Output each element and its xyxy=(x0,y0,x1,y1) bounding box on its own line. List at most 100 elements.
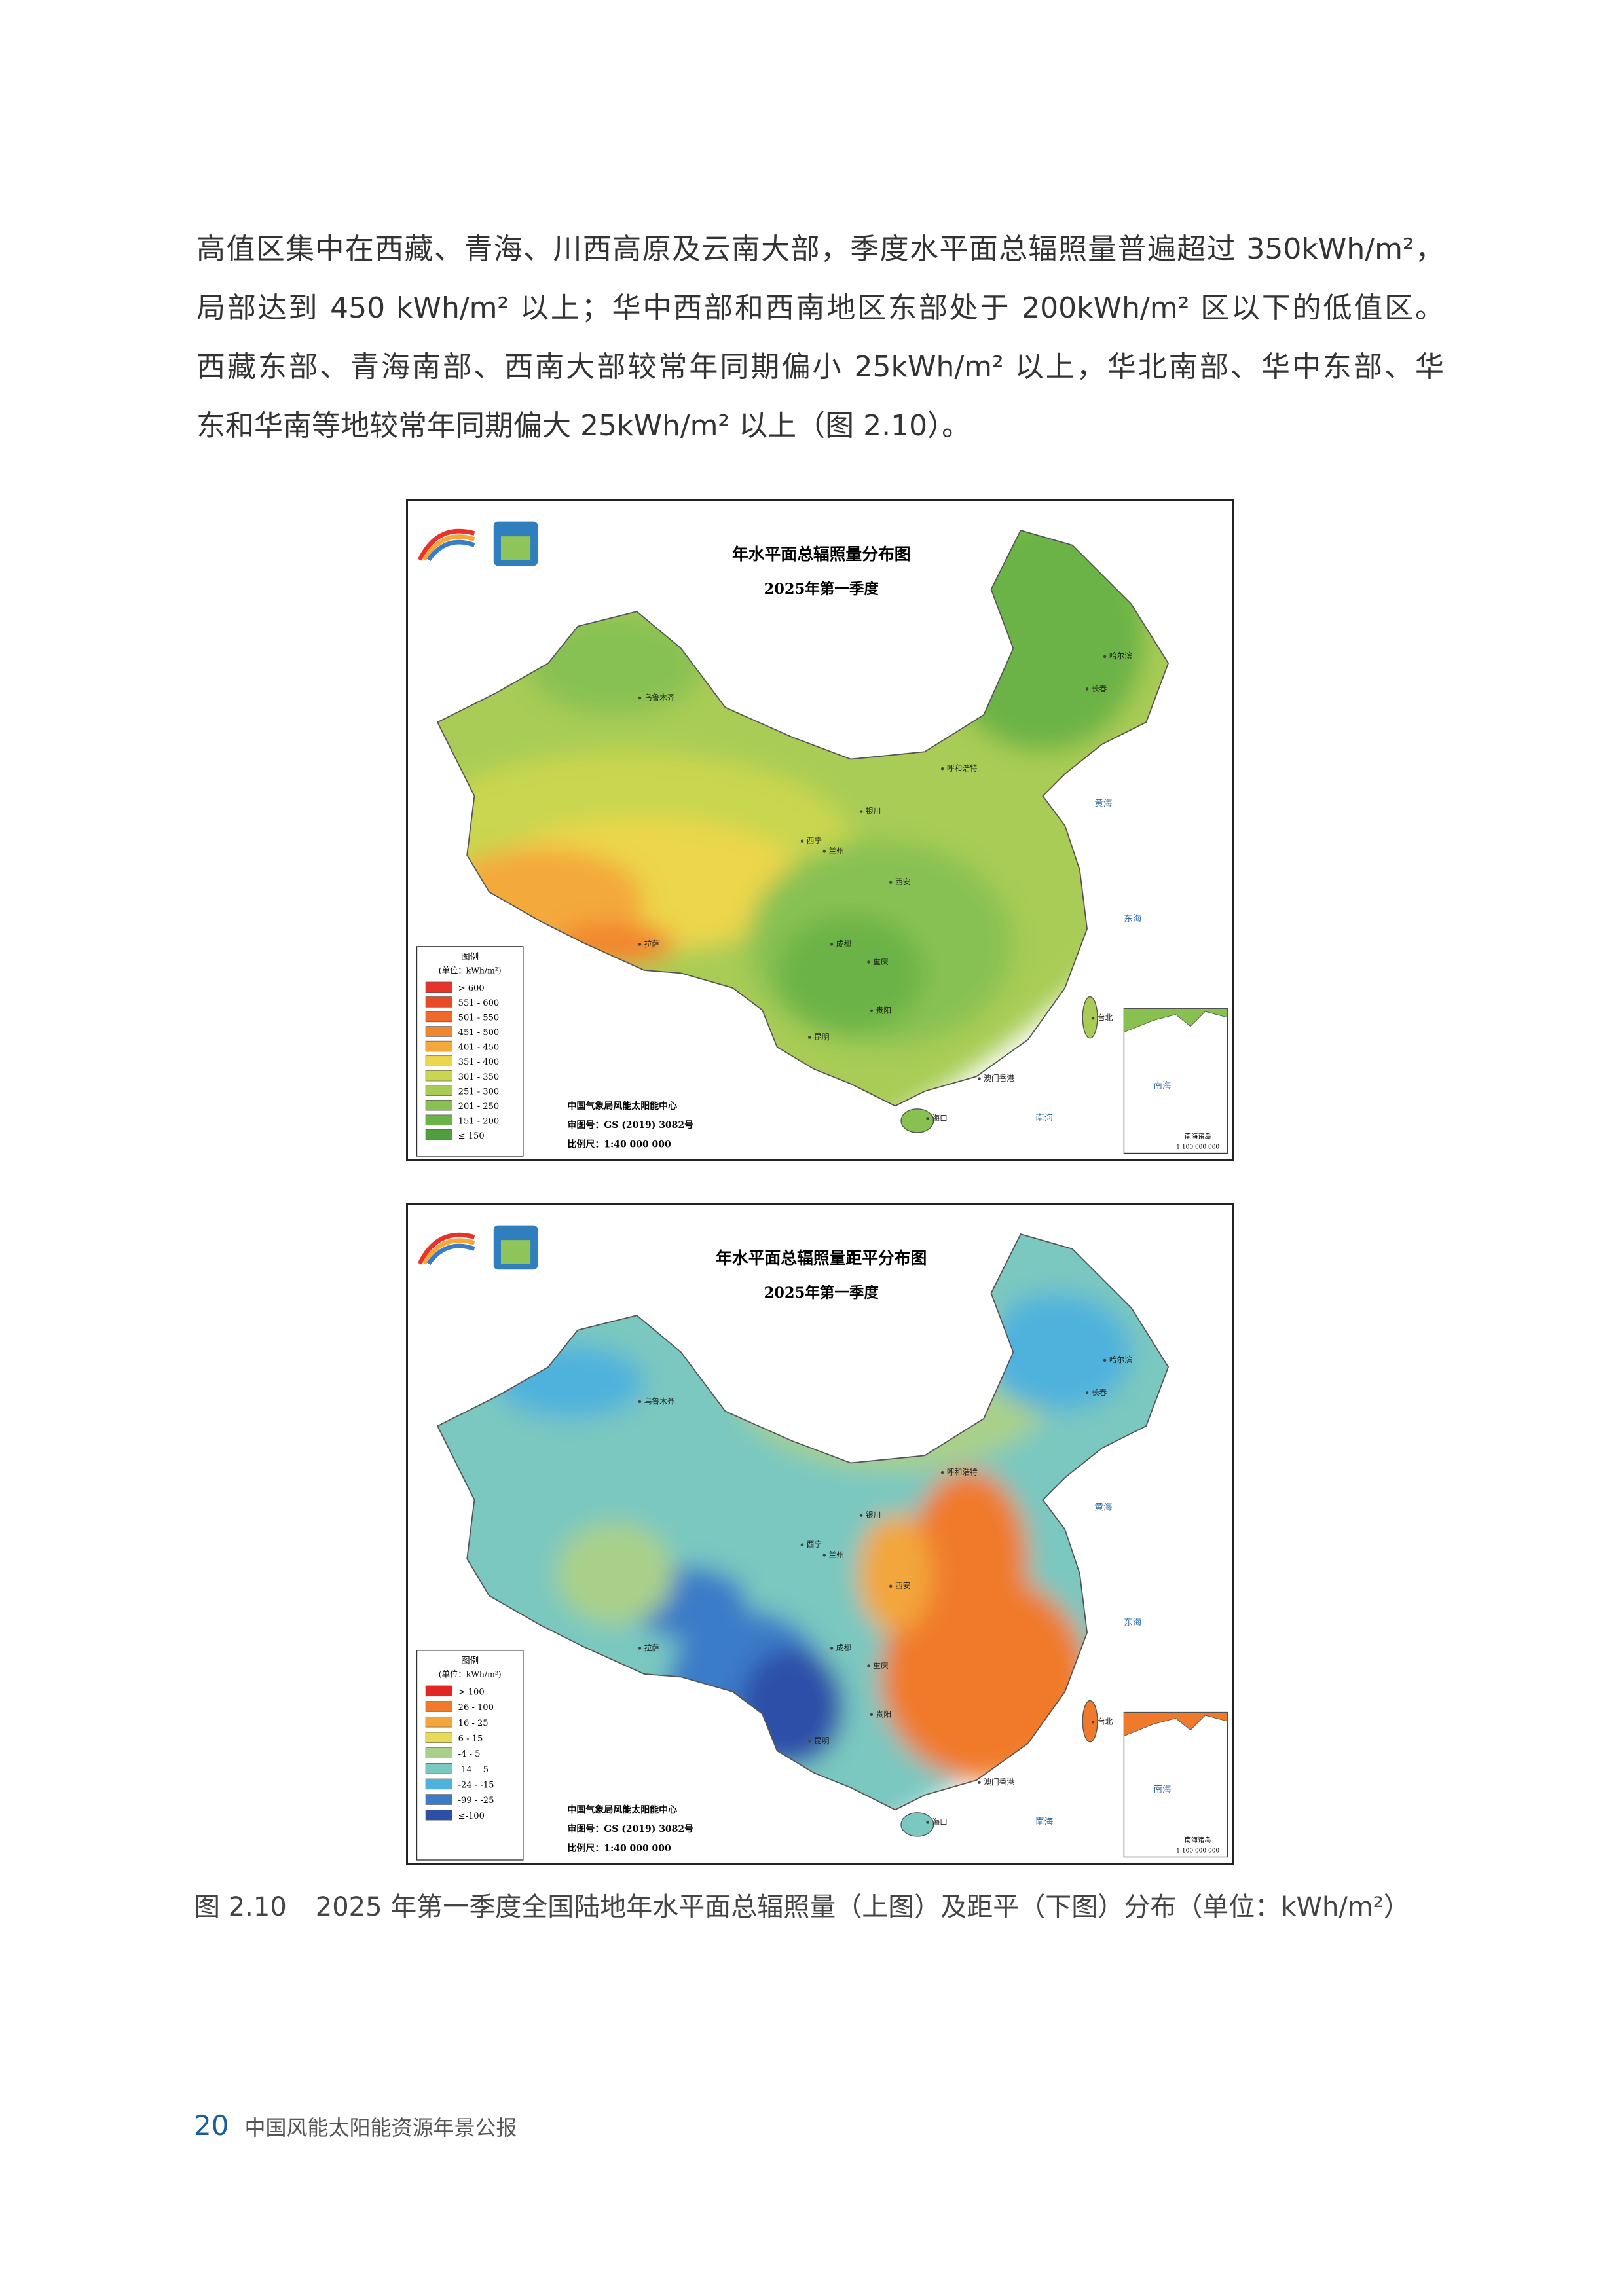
legend-swatch xyxy=(425,1026,452,1037)
region xyxy=(984,1293,1132,1412)
city-dot xyxy=(1091,1016,1095,1020)
map-subtitle: 2025年第一季度 xyxy=(764,1284,879,1302)
city-dot xyxy=(800,839,804,843)
legend-swatch xyxy=(425,1762,452,1774)
city-label: 哈尔滨 xyxy=(1109,1355,1132,1364)
city-label: 海口 xyxy=(932,1114,947,1123)
legend-swatch xyxy=(425,1011,452,1023)
figure-caption: 图 2.10 2025 年第一季度全国陆地年水平面总辐照量（上图）及距平（下图）分… xyxy=(194,1886,1410,1923)
region xyxy=(910,1470,1028,1648)
legend-label: ≤-100 xyxy=(458,1812,485,1821)
legend-swatch xyxy=(425,996,452,1008)
caption-number: 图 2.10 xyxy=(194,1892,287,1922)
inset-sea: 南海 xyxy=(1154,1784,1172,1795)
city-dot xyxy=(859,1514,863,1517)
city-label: 西宁 xyxy=(807,1540,822,1549)
sea-label: 南海 xyxy=(1035,1817,1054,1827)
credit: 比例尺：1:40 000 000 xyxy=(567,1842,671,1853)
caption-text: 2025 年第一季度全国陆地年水平面总辐照量（上图）及距平（下图）分布（单位：k… xyxy=(315,1892,1410,1922)
inset-sea: 南海 xyxy=(1154,1080,1172,1091)
city-label: 贵阳 xyxy=(876,1709,891,1719)
credit: 比例尺：1:40 000 000 xyxy=(567,1139,671,1150)
legend-label: -24 - -15 xyxy=(458,1781,494,1791)
map-title: 年水平面总辐照量距平分布图 xyxy=(716,1248,927,1267)
legend-swatch xyxy=(425,1716,452,1728)
legend-label: 6 - 15 xyxy=(458,1734,483,1744)
map-fill xyxy=(437,530,1169,1106)
city-label: 乌鲁木齐 xyxy=(644,1396,675,1406)
city-dot xyxy=(800,1543,804,1546)
text-line: 东和华南等地较常年同期偏大 25kWh/m² 以上（图 2.10）。 xyxy=(196,409,971,443)
legend-swatch xyxy=(425,981,452,993)
text-line: 高值区集中在西藏、青海、川西高原及云南大部，季度水平面总辐照量普遍超过 350k… xyxy=(196,232,1444,266)
legend-swatch xyxy=(425,1099,452,1111)
city-dot xyxy=(1085,687,1089,691)
legend-swatch xyxy=(425,1685,452,1697)
city-label: 乌鲁木齐 xyxy=(644,693,675,702)
legend-swatch xyxy=(425,1810,452,1821)
sea-label: 东海 xyxy=(1124,914,1142,924)
legend-label: ≤ 150 xyxy=(458,1131,485,1141)
city-dot xyxy=(926,1821,929,1824)
logo xyxy=(422,1238,475,1265)
city-label: 重庆 xyxy=(873,1661,889,1670)
credit: 审图号：GS (2019) 3082号 xyxy=(567,1823,693,1834)
city-dot xyxy=(867,960,870,964)
legend-label: -4 - 5 xyxy=(458,1749,481,1759)
city-dot xyxy=(638,1400,642,1404)
inset-scale: 1:100 000 000 xyxy=(1176,1848,1219,1855)
city-label: 台北 xyxy=(1098,1717,1113,1726)
city-label: 贵阳 xyxy=(876,1006,891,1015)
city-dot xyxy=(807,1740,811,1743)
legend-unit: (单位：kWh/m²) xyxy=(439,965,502,975)
legend-label: > 100 xyxy=(458,1687,485,1697)
footer-title: 中国风能太阳能资源年景公报 xyxy=(244,2115,517,2140)
logo xyxy=(501,536,531,560)
legend-swatch xyxy=(425,1778,452,1790)
logo xyxy=(422,534,475,561)
city-label: 兰州 xyxy=(829,1550,844,1559)
inset-box xyxy=(1123,1711,1228,1858)
inset-box xyxy=(1123,1008,1228,1154)
credit: 审图号：GS (2019) 3082号 xyxy=(567,1120,693,1131)
text-line: 西藏东部、青海南部、西南大部较常年同期偏小 25kWh/m² 以上，华北南部、华… xyxy=(196,350,1444,384)
legend-label: 16 - 25 xyxy=(458,1719,489,1728)
footer: 20 中国风能太阳能资源年景公报 xyxy=(194,2109,517,2141)
city-dot xyxy=(638,943,642,946)
hainan xyxy=(900,1812,934,1837)
inset-scale: 1:100 000 000 xyxy=(1176,1144,1219,1151)
city-label: 昆明 xyxy=(814,1032,829,1042)
legend-swatch xyxy=(425,1055,452,1066)
region xyxy=(740,1647,844,1766)
legend-label: 251 - 300 xyxy=(458,1087,500,1097)
legend-label: 26 - 100 xyxy=(458,1703,494,1713)
logo xyxy=(417,1232,475,1265)
city-label: 拉萨 xyxy=(644,1643,660,1652)
city-dot xyxy=(978,1077,981,1080)
hainan xyxy=(900,1108,934,1133)
region xyxy=(526,611,703,715)
legend-label: 301 - 350 xyxy=(458,1072,500,1082)
sea-label: 南海 xyxy=(1035,1113,1054,1123)
logo xyxy=(426,1243,475,1266)
border xyxy=(436,1233,1170,1811)
city-label: 澳门香港 xyxy=(984,1777,1014,1787)
city-dot xyxy=(1091,1720,1095,1724)
map-subtitle: 2025年第一季度 xyxy=(764,580,879,598)
region xyxy=(437,1234,1169,1810)
city-dot xyxy=(822,850,826,853)
city-label: 海口 xyxy=(932,1817,947,1827)
city-dot xyxy=(830,1647,834,1650)
city-label: 银川 xyxy=(866,1510,881,1520)
city-label: 成都 xyxy=(836,939,852,949)
legend-swatch xyxy=(425,1794,452,1805)
city-dot xyxy=(870,1713,874,1717)
legend-label: > 600 xyxy=(458,983,485,993)
credit: 中国气象局风能太阳能中心 xyxy=(567,1804,677,1815)
taiwan xyxy=(1082,1700,1098,1743)
inset-coast xyxy=(1123,1712,1228,1737)
region xyxy=(555,1522,674,1626)
